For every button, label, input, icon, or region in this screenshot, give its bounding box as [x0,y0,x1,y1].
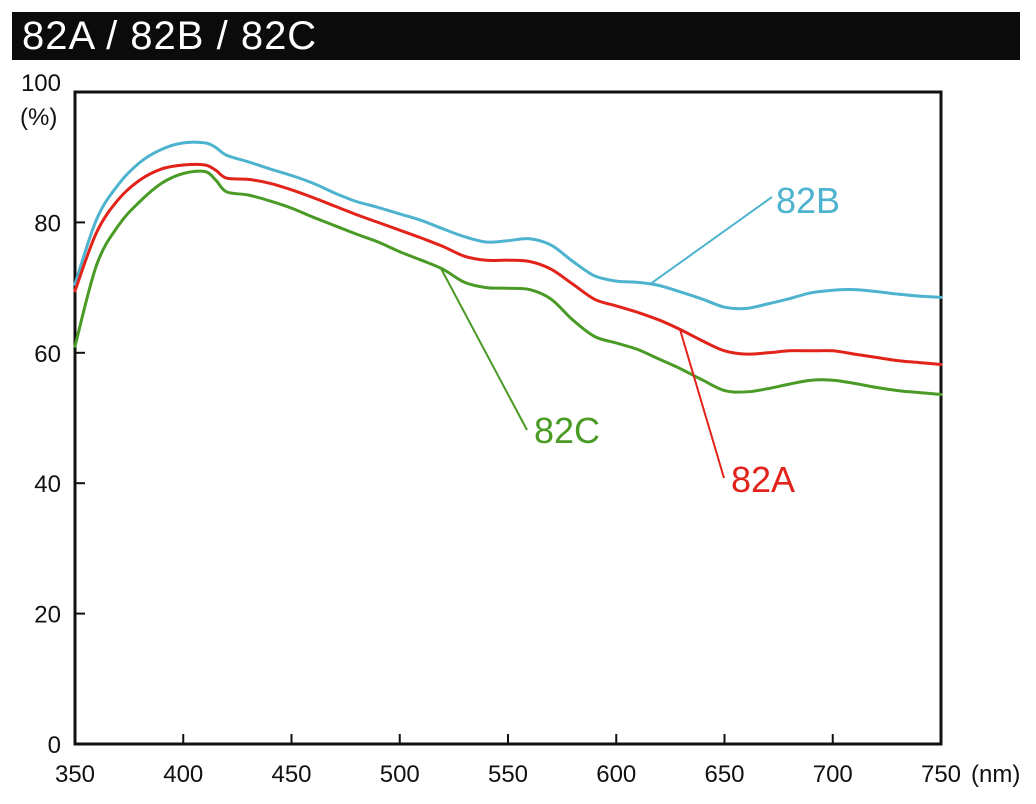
series-label-82b: 82B [776,180,840,221]
y-tick-label: 20 [34,602,61,629]
y-tick-label: 80 [34,210,61,237]
y-axis-ticks: 0 20 40 60 80 100 (%) [20,70,85,759]
x-tick-label: 600 [596,761,636,788]
series-labels: 82A 82B 82C [440,180,840,500]
y-tick-label: 0 [48,732,61,759]
x-tick-label: 550 [488,761,528,788]
x-tick-label: 700 [813,761,853,788]
x-tick-label: 500 [380,761,420,788]
y-tick-label: 60 [34,341,61,368]
leader-line-82c [440,268,528,431]
y-tick-label: 100 [21,70,61,97]
y-tick-label: 40 [34,471,61,498]
x-axis-ticks: 350 400 450 500 550 600 650 700 750 (nm) [55,734,1020,788]
x-tick-label: 350 [55,761,95,788]
x-tick-label: 750 [921,761,961,788]
series-label-82a: 82A [731,459,795,500]
chart-title: 82A / 82B / 82C [22,14,318,58]
leader-line-82a [679,329,725,479]
series-line-82b [73,140,943,311]
x-unit-label: (nm) [971,761,1020,788]
x-tick-label: 650 [704,761,744,788]
series-label-82c: 82C [534,410,600,451]
y-unit-label: (%) [20,104,57,131]
x-tick-label: 400 [163,761,203,788]
leader-line-82b [649,196,773,286]
title-bar: 82A / 82B / 82C [12,12,1020,60]
series-lines [73,140,943,396]
series-line-82a [73,162,943,366]
series-line-82c [73,169,943,396]
x-tick-label: 450 [271,761,311,788]
